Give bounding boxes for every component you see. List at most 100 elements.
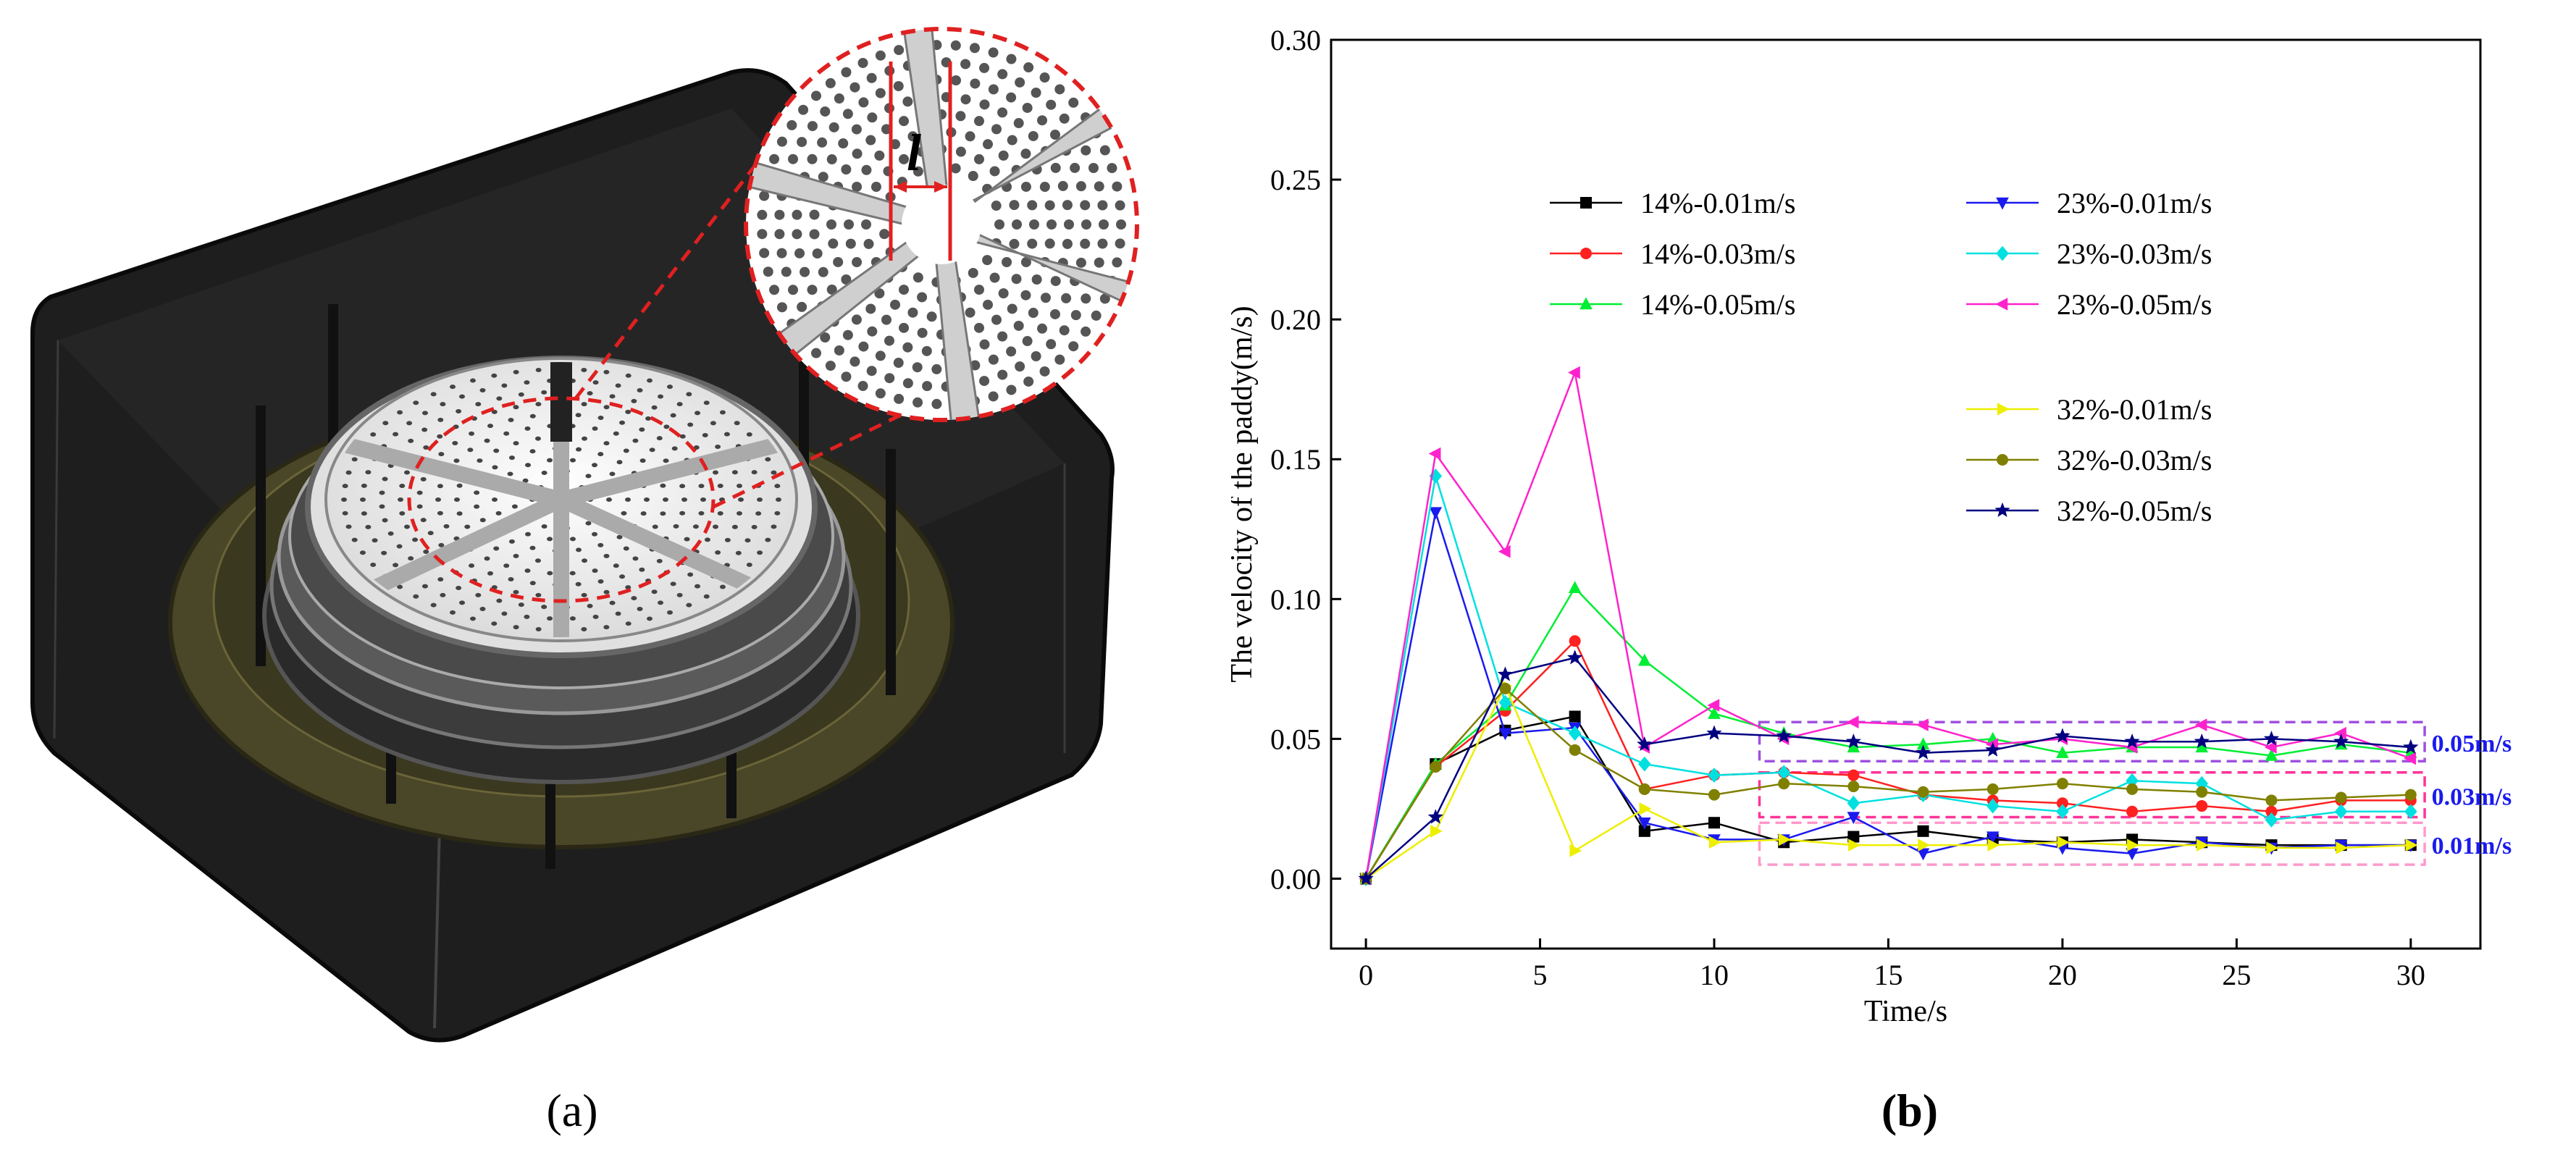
data-point bbox=[1985, 741, 2001, 757]
data-point bbox=[1569, 710, 1581, 723]
series-line bbox=[1365, 639, 2411, 880]
axis-ticks: 0 5 10 15 20 25 30 0.00 0.05 0.10 0.15 0.20 0.25 0.30 bbox=[1270, 24, 2425, 991]
data-point bbox=[1847, 769, 1860, 781]
data-point bbox=[1986, 831, 2000, 844]
y-tick-label: 0.15 bbox=[1270, 443, 1321, 476]
series-32%-0.01m/s bbox=[1360, 679, 2418, 886]
data-point bbox=[1708, 817, 1720, 829]
data-point bbox=[1916, 848, 1930, 861]
data-point bbox=[1498, 694, 1512, 710]
data-point bbox=[1568, 366, 1580, 379]
zoom-connector-top bbox=[574, 129, 784, 400]
legend-marker bbox=[1997, 403, 2010, 416]
legend-label: 32%-0.05m/s bbox=[2057, 495, 2212, 527]
data-point bbox=[2334, 726, 2346, 740]
data-point bbox=[1918, 839, 1931, 852]
series-line bbox=[1365, 715, 2411, 880]
data-point bbox=[2057, 836, 2070, 849]
legend-label: 23%-0.03m/s bbox=[2057, 238, 2212, 270]
annotation-box bbox=[1758, 720, 2426, 763]
data-point bbox=[1498, 545, 1511, 558]
data-point bbox=[2265, 812, 2278, 828]
data-point bbox=[2265, 805, 2278, 818]
x-tick-label: 15 bbox=[1874, 959, 1902, 991]
data-point bbox=[2405, 839, 2418, 852]
data-point bbox=[1566, 650, 1583, 665]
zoom-inset bbox=[744, 27, 1139, 422]
data-point bbox=[2263, 731, 2280, 746]
data-point bbox=[1429, 468, 1443, 484]
data-point bbox=[1845, 734, 1862, 749]
data-point bbox=[1638, 783, 1650, 795]
legend-marker bbox=[1996, 245, 2009, 261]
data-point bbox=[1569, 844, 1582, 857]
data-point bbox=[2194, 718, 2207, 731]
annotation-box bbox=[1758, 770, 2426, 819]
legend: 14%-0.01m/s 14%-0.03m/s 14%-0.05m/s 23%-0.0… bbox=[1550, 187, 2212, 527]
legend-entry: 23%-0.01m/s bbox=[1966, 187, 2212, 219]
series-line bbox=[1364, 476, 2411, 879]
series-23%-0.05m/s bbox=[1359, 366, 2417, 886]
series-line bbox=[1365, 586, 2411, 880]
annotation-label: 0.01m/s bbox=[2432, 833, 2512, 860]
data-point bbox=[1848, 839, 1860, 852]
data-point bbox=[1639, 802, 1652, 815]
data-point bbox=[1708, 836, 1721, 849]
sieve-plate bbox=[331, 362, 792, 637]
data-point bbox=[1430, 825, 1443, 838]
data-point bbox=[2124, 734, 2140, 749]
x-tick-label: 0 bbox=[1359, 959, 1373, 991]
data-point bbox=[2056, 778, 2068, 790]
y-axis-label: The velocity of the paddy(m/s) bbox=[1231, 306, 1259, 682]
legend-label: 14%-0.01m/s bbox=[1640, 187, 1795, 219]
zoom-connector-bottom bbox=[712, 414, 899, 509]
data-point bbox=[1847, 795, 1860, 811]
data-point bbox=[2126, 848, 2139, 861]
series-32%-0.03m/s bbox=[1360, 682, 2417, 885]
legend-entry: 32%-0.01m/s bbox=[1966, 393, 2212, 426]
device-illustration: l (a) bbox=[30, 27, 1139, 1136]
y-tick-label: 0.05 bbox=[1270, 723, 1321, 755]
legend-entry: 23%-0.05m/s bbox=[1966, 288, 2212, 321]
y-tick-label: 0.20 bbox=[1270, 303, 1321, 336]
data-point bbox=[2266, 841, 2279, 854]
series-32%-0.05m/s bbox=[1358, 650, 2419, 886]
series-line bbox=[1364, 512, 2411, 879]
data-point bbox=[1778, 833, 1791, 846]
data-point bbox=[2126, 839, 2139, 852]
y-tick-label: 0.00 bbox=[1270, 862, 1321, 895]
annotation-box bbox=[1758, 821, 2426, 866]
series-line bbox=[1365, 656, 2411, 880]
data-point bbox=[1776, 728, 1792, 743]
data-point bbox=[2335, 791, 2347, 804]
series-line bbox=[1365, 687, 2411, 880]
series-line bbox=[1365, 683, 2411, 880]
y-tick-label: 0.10 bbox=[1270, 583, 1321, 615]
legend-entry: 23%-0.03m/s bbox=[1966, 238, 2212, 270]
data-point bbox=[2336, 841, 2349, 854]
data-point bbox=[1915, 744, 1931, 760]
legend-marker bbox=[1995, 298, 2008, 311]
y-tick-label: 0.30 bbox=[1270, 24, 1321, 56]
series-14%-0.01m/s bbox=[1360, 710, 2417, 885]
data-point bbox=[1638, 653, 1651, 666]
data-point bbox=[1708, 768, 1721, 783]
legend-marker bbox=[1580, 248, 1592, 259]
legend-entry: 14%-0.01m/s bbox=[1550, 187, 1795, 219]
data-point bbox=[2056, 746, 2069, 758]
data-point bbox=[1706, 725, 1722, 740]
x-tick-label: 20 bbox=[2048, 959, 2077, 991]
data-point bbox=[2404, 789, 2417, 801]
velocity-chart: 0 5 10 15 20 25 30 0.00 0.05 0.10 0.15 0.20 0.25 0.30… bbox=[1225, 24, 2512, 1136]
legend-marker bbox=[1579, 297, 1593, 310]
x-tick-label: 25 bbox=[2222, 959, 2251, 991]
data-point bbox=[2404, 752, 2417, 765]
data-point bbox=[1847, 831, 1860, 843]
data-point bbox=[1847, 740, 1860, 753]
data-point bbox=[2403, 739, 2419, 755]
x-tick-label: 10 bbox=[1700, 959, 1729, 991]
data-point bbox=[1638, 825, 1650, 837]
data-point bbox=[1916, 718, 1929, 731]
panel-a-label: (a) bbox=[546, 1085, 597, 1136]
legend-marker bbox=[1994, 502, 2010, 518]
